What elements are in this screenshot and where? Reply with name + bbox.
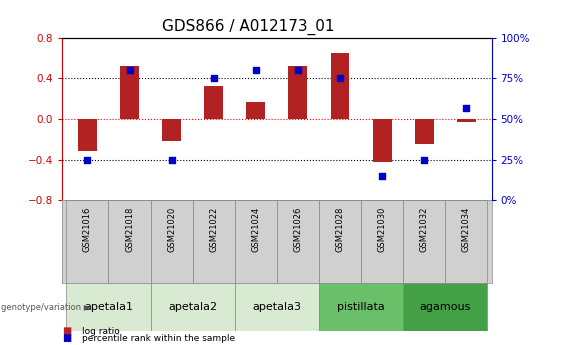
Bar: [246, 102, 266, 119]
Bar: [234, 283, 319, 331]
Text: GSM21018: GSM21018: [125, 207, 134, 252]
Point: [167, 157, 176, 162]
Text: genotype/variation ▶: genotype/variation ▶: [1, 303, 90, 312]
Point: [336, 76, 345, 81]
Point: [251, 68, 260, 73]
Bar: [403, 283, 488, 331]
Text: ■: ■: [62, 333, 71, 343]
Point: [83, 157, 92, 162]
Bar: [204, 86, 223, 119]
Text: GSM21028: GSM21028: [336, 207, 345, 252]
Text: GSM21016: GSM21016: [83, 207, 92, 252]
Bar: [415, 119, 434, 144]
Point: [377, 173, 386, 179]
Text: GSM21030: GSM21030: [377, 207, 386, 252]
Bar: [319, 200, 361, 283]
Text: GSM21020: GSM21020: [167, 207, 176, 252]
Point: [293, 68, 302, 73]
Point: [125, 68, 134, 73]
Bar: [234, 200, 277, 283]
Point: [420, 157, 429, 162]
Bar: [108, 200, 150, 283]
Text: apetala1: apetala1: [84, 302, 133, 312]
Point: [462, 105, 471, 110]
Bar: [150, 283, 234, 331]
Bar: [66, 200, 108, 283]
Bar: [150, 200, 193, 283]
Bar: [66, 283, 150, 331]
Text: GSM21032: GSM21032: [420, 207, 429, 252]
Bar: [78, 119, 97, 151]
Text: agamous: agamous: [420, 302, 471, 312]
Text: GSM21024: GSM21024: [251, 207, 260, 252]
Bar: [373, 119, 392, 161]
Bar: [445, 200, 488, 283]
Text: apetala3: apetala3: [253, 302, 301, 312]
Bar: [288, 66, 307, 119]
Text: GSM21026: GSM21026: [293, 207, 302, 252]
Text: GSM21022: GSM21022: [209, 207, 218, 252]
Bar: [361, 200, 403, 283]
Bar: [120, 66, 139, 119]
Text: apetala2: apetala2: [168, 302, 217, 312]
Text: GSM21034: GSM21034: [462, 207, 471, 252]
Text: ■: ■: [62, 326, 71, 336]
Text: GDS866 / A012173_01: GDS866 / A012173_01: [162, 19, 335, 35]
Bar: [319, 283, 403, 331]
Bar: [193, 200, 234, 283]
Text: pistillata: pistillata: [337, 302, 385, 312]
Bar: [403, 200, 445, 283]
Text: log ratio: log ratio: [82, 327, 120, 336]
Bar: [162, 119, 181, 141]
Bar: [331, 53, 350, 119]
Bar: [277, 200, 319, 283]
Point: [209, 76, 218, 81]
Text: percentile rank within the sample: percentile rank within the sample: [82, 334, 235, 343]
Bar: [457, 119, 476, 122]
